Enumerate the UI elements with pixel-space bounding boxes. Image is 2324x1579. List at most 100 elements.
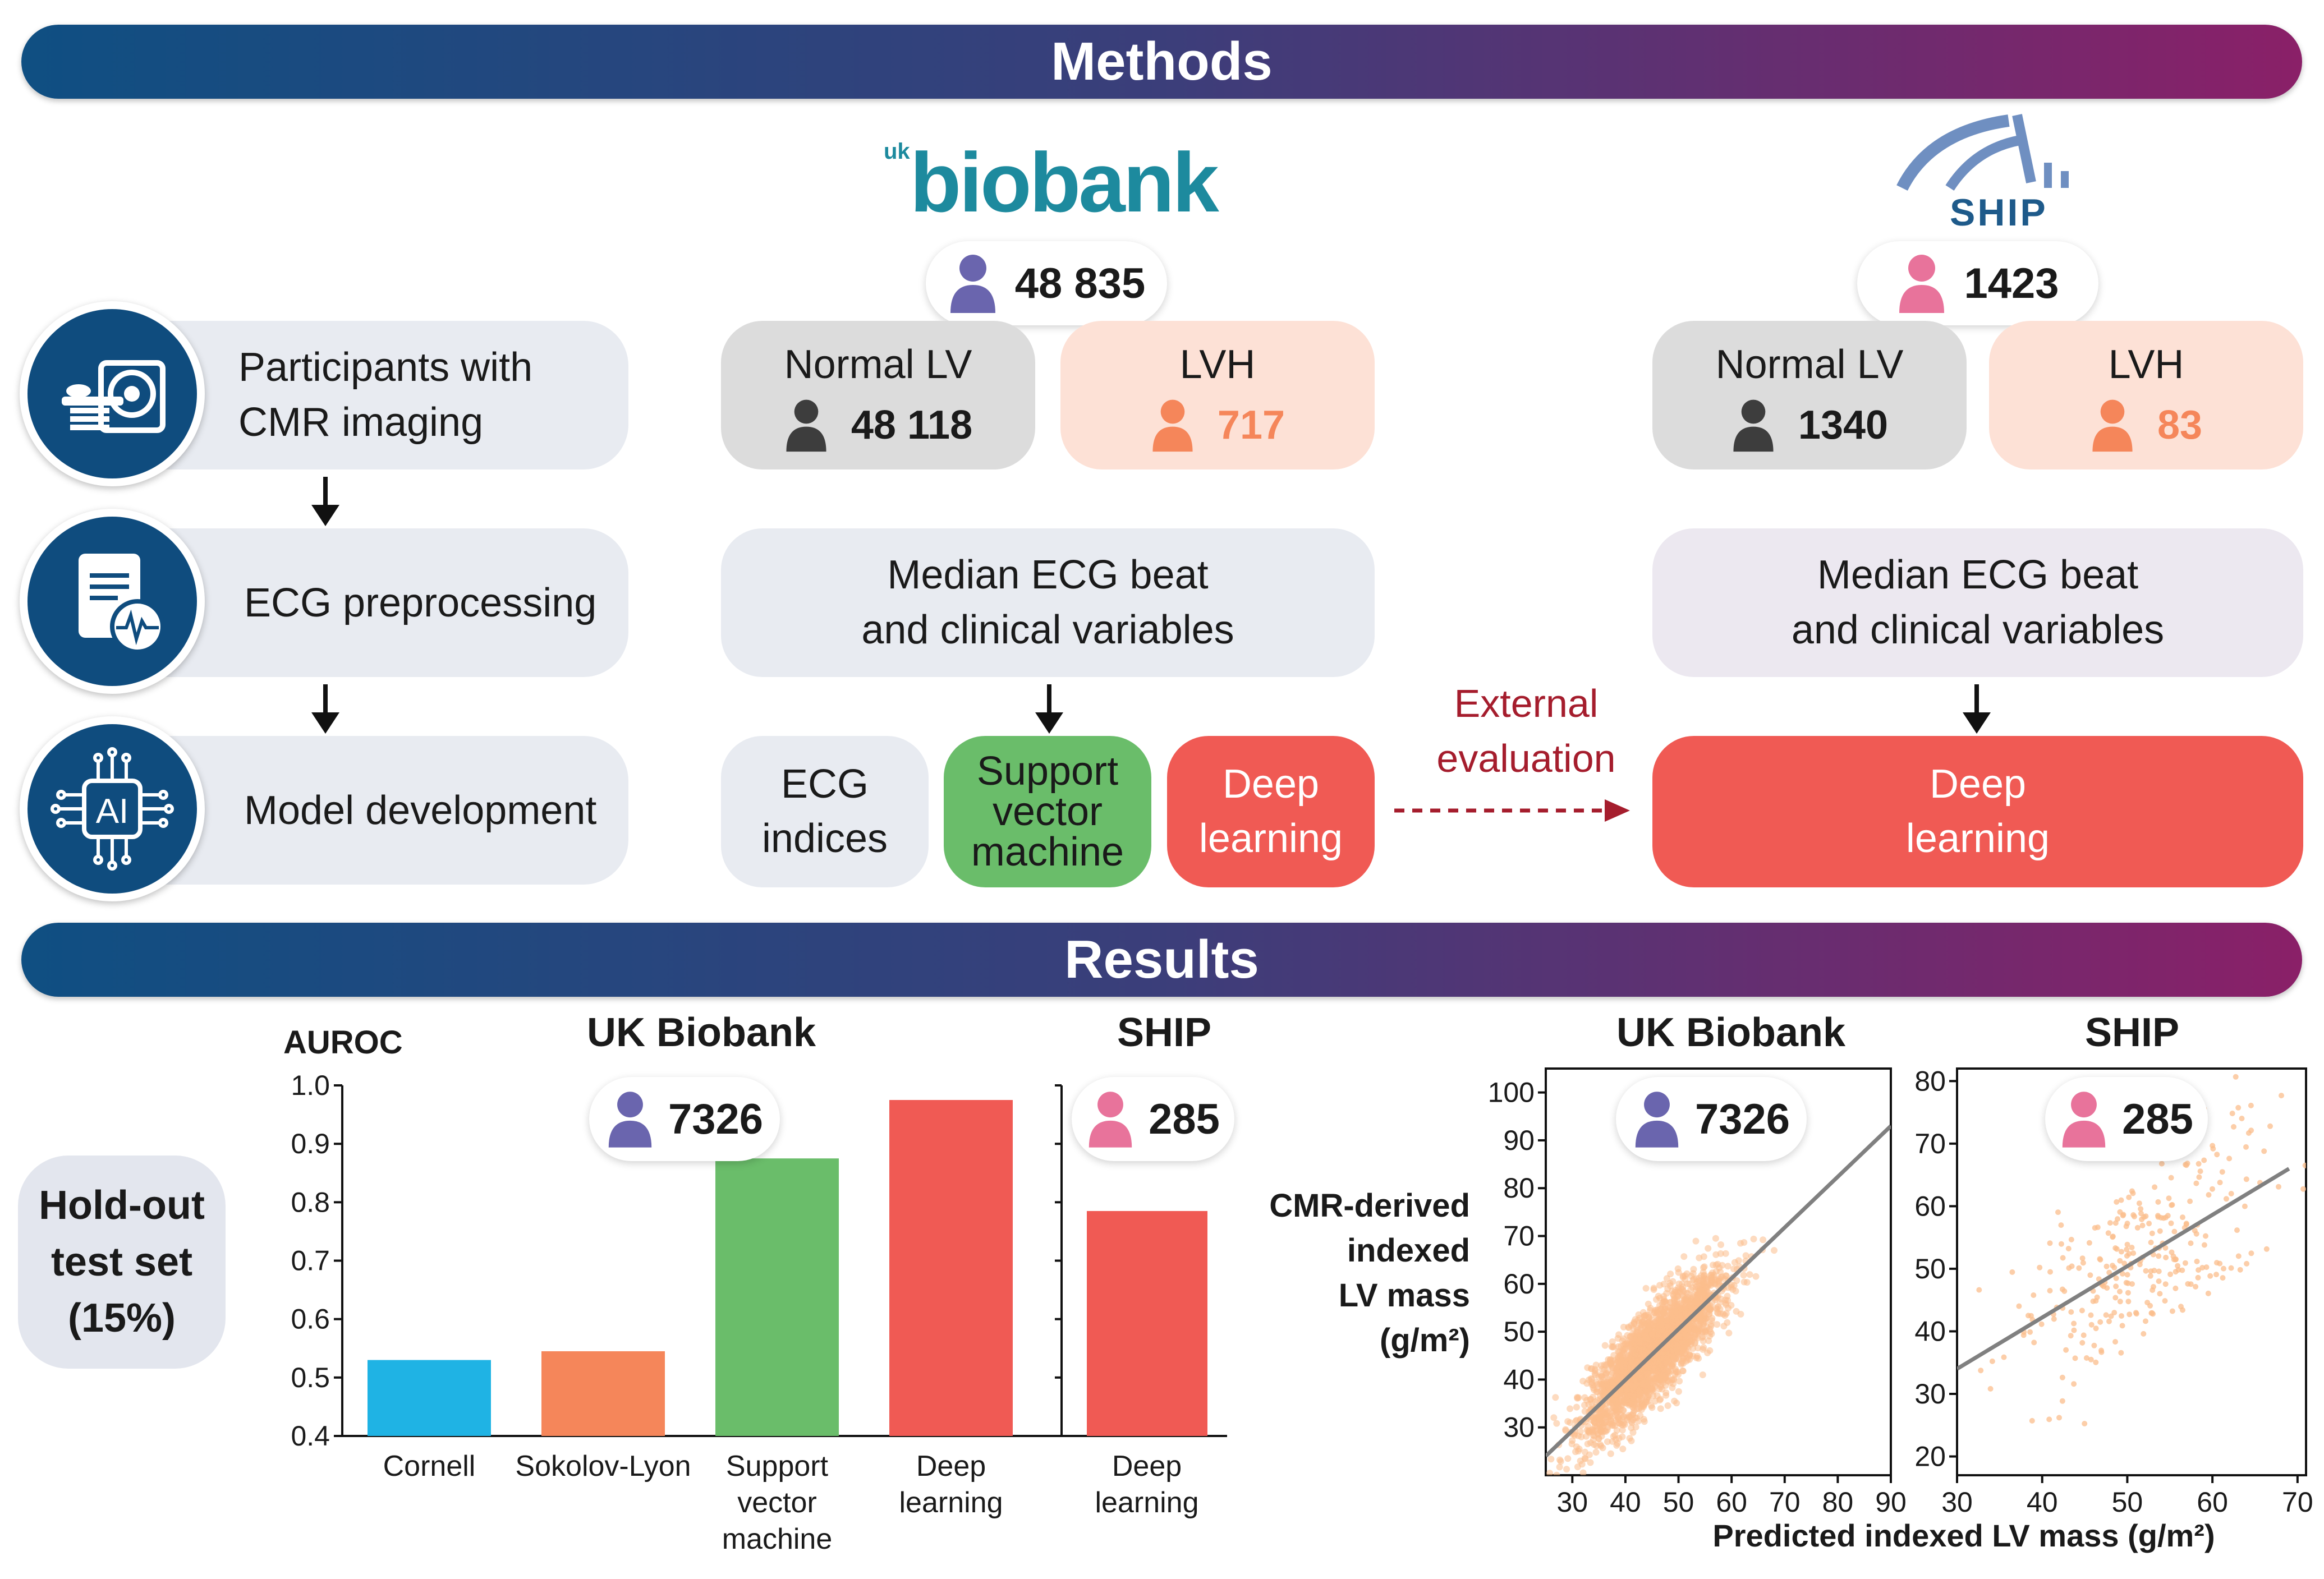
scatter-ship-point — [2080, 1332, 2087, 1338]
ecg-indices-line1: ECG — [780, 761, 869, 807]
scatter-ship-point — [2147, 1273, 2153, 1279]
scatter-ship-point — [2088, 1356, 2094, 1362]
mri-scanner-icon — [20, 301, 205, 486]
scatter-ship-point — [2111, 1310, 2118, 1316]
ship-dl-line1: Deep — [1929, 761, 2027, 807]
ship-input-line1: Median ECG beat — [1817, 553, 2139, 598]
external-line2: evaluation — [1436, 736, 1616, 780]
external-line1: External — [1454, 682, 1599, 725]
scatter-ukb-x-tick-label: 60 — [1716, 1486, 1747, 1518]
scatter-ship-point — [2001, 1354, 2007, 1360]
bar-ukb-2 — [715, 1158, 839, 1436]
ukb-normal-count: 48 118 — [851, 402, 973, 448]
scatter-ukb-point — [1528, 1451, 1535, 1458]
scatter-ukb-point — [1740, 1278, 1748, 1286]
scatter-ship-point — [2276, 1184, 2281, 1190]
ship-lvh-label: LVH — [2108, 342, 2184, 387]
scatter-ukb-point — [1693, 1296, 1701, 1304]
scatter-ukb-point — [1771, 1247, 1778, 1254]
scatter-ukb-point — [1714, 1321, 1721, 1328]
scatter-ukb-point — [1609, 1343, 1616, 1351]
scatter-ship-y-tick-label: 40 — [1914, 1315, 1946, 1347]
scatter-ukb-point — [1647, 1305, 1654, 1312]
scatter-ukb-point — [1669, 1291, 1677, 1298]
scatter-ship-point — [2060, 1255, 2066, 1261]
scatter-ship-point — [2065, 1246, 2072, 1251]
scatter-ship-point — [2235, 1253, 2242, 1259]
scatter-ship-point — [2162, 1281, 2169, 1287]
bar-y-tick-label: 0.7 — [291, 1245, 330, 1277]
arrow-down-ship — [1963, 684, 1991, 734]
scatter-ship-point — [2157, 1291, 2163, 1297]
scatter-ship-point — [2210, 1186, 2215, 1192]
bar-category-line: learning — [899, 1486, 1003, 1519]
scatter-ship-point — [2169, 1308, 2175, 1314]
ship-count: 1423 — [1964, 259, 2059, 307]
scatter-ukb-point — [1634, 1417, 1642, 1425]
ship-lvh-count: 83 — [2157, 402, 2203, 448]
scatter-ship-point — [2126, 1311, 2133, 1318]
scatter-ukb-point — [1657, 1328, 1665, 1335]
scatter-ship-point — [2080, 1260, 2086, 1266]
scatter-ship-point — [2103, 1263, 2110, 1269]
scatter-ukb-point — [1586, 1427, 1593, 1434]
scatter-ship-point — [2210, 1143, 2216, 1149]
ship-dl-line2: learning — [1905, 816, 2050, 861]
bar-y-tick-label: 0.6 — [291, 1304, 330, 1335]
results-banner: Results — [21, 923, 2302, 997]
scatter-ship-point — [1976, 1287, 1982, 1293]
scatter-ukb-point — [1607, 1371, 1615, 1378]
scatter-ship-point — [2029, 1417, 2035, 1424]
scatter-ship-point — [2239, 1116, 2245, 1121]
scatter-ukb-point — [1668, 1308, 1675, 1315]
scatter-ship-point — [2147, 1302, 2153, 1309]
scatter-ukb-point — [1657, 1362, 1664, 1369]
ukb-deep-learning-box: Deep learning — [1167, 736, 1375, 887]
scatter-ukb-point — [1706, 1310, 1713, 1318]
scatter-ukb-point — [1641, 1418, 1648, 1425]
holdout-line3: (15%) — [67, 1296, 176, 1341]
scatter-ship-point — [2088, 1312, 2094, 1318]
scatter-ukb-point — [1679, 1280, 1686, 1287]
scatter-ukb-point — [1665, 1314, 1673, 1321]
bar-ukb-n: 7326 — [668, 1095, 764, 1143]
scatter-ukb-point — [1604, 1438, 1611, 1446]
scatter-ship-point — [2130, 1250, 2137, 1256]
scatter-ukb-point — [1591, 1419, 1599, 1426]
scatter-ship-point — [2139, 1222, 2146, 1228]
scatter-ship-point — [1950, 1354, 1955, 1359]
scatter-ukb-frame — [1545, 1067, 1892, 1476]
svm-line3: machine — [971, 830, 1124, 874]
scatter-ship-point — [2149, 1230, 2155, 1236]
scatter-ship-point — [2156, 1278, 2162, 1285]
scatter-ukb-point — [1679, 1368, 1687, 1375]
ukb-dl-line2: learning — [1198, 816, 1343, 861]
scatter-ship-point — [2138, 1206, 2144, 1212]
scatter-ship-point — [2182, 1260, 2188, 1266]
scatter-ukb-point — [1648, 1330, 1656, 1337]
step-model-label: Model development — [244, 788, 597, 833]
step-participants-line1: Participants with — [238, 345, 533, 390]
scatter-ukb-point — [1657, 1405, 1664, 1412]
bar-ukb-category-label: Deep learning — [861, 1448, 1041, 1521]
person-icon-ukb — [1635, 1092, 1679, 1148]
scatter-ukb-point — [1665, 1369, 1673, 1377]
scatter-ship-point — [2302, 1162, 2306, 1168]
scatter-ship-point — [2056, 1415, 2062, 1421]
scatter-ukb-point — [1648, 1402, 1655, 1409]
scatter-ylabel-line2: indexed — [1347, 1232, 1470, 1269]
bar-ukb-0 — [368, 1360, 491, 1436]
scatter-ship-point — [2243, 1176, 2249, 1182]
scatter-ukb-point — [1667, 1270, 1674, 1278]
scatter-ukb-point — [1651, 1309, 1658, 1316]
auroc-axis-label: AUROC — [283, 1024, 403, 1061]
scatter-ship-point — [2233, 1074, 2239, 1080]
scatter-ukb-point — [1639, 1402, 1646, 1410]
scatter-ship-point — [2180, 1214, 2185, 1221]
ukb-dl-line1: Deep — [1222, 761, 1320, 807]
scatter-ship-point — [2129, 1245, 2135, 1250]
scatter-ship-point — [2206, 1192, 2212, 1198]
scatter-ukb-point — [1701, 1263, 1708, 1270]
scatter-ukb-point — [1677, 1288, 1684, 1295]
scatter-ukb-x-tick-label: 90 — [1875, 1486, 1907, 1518]
